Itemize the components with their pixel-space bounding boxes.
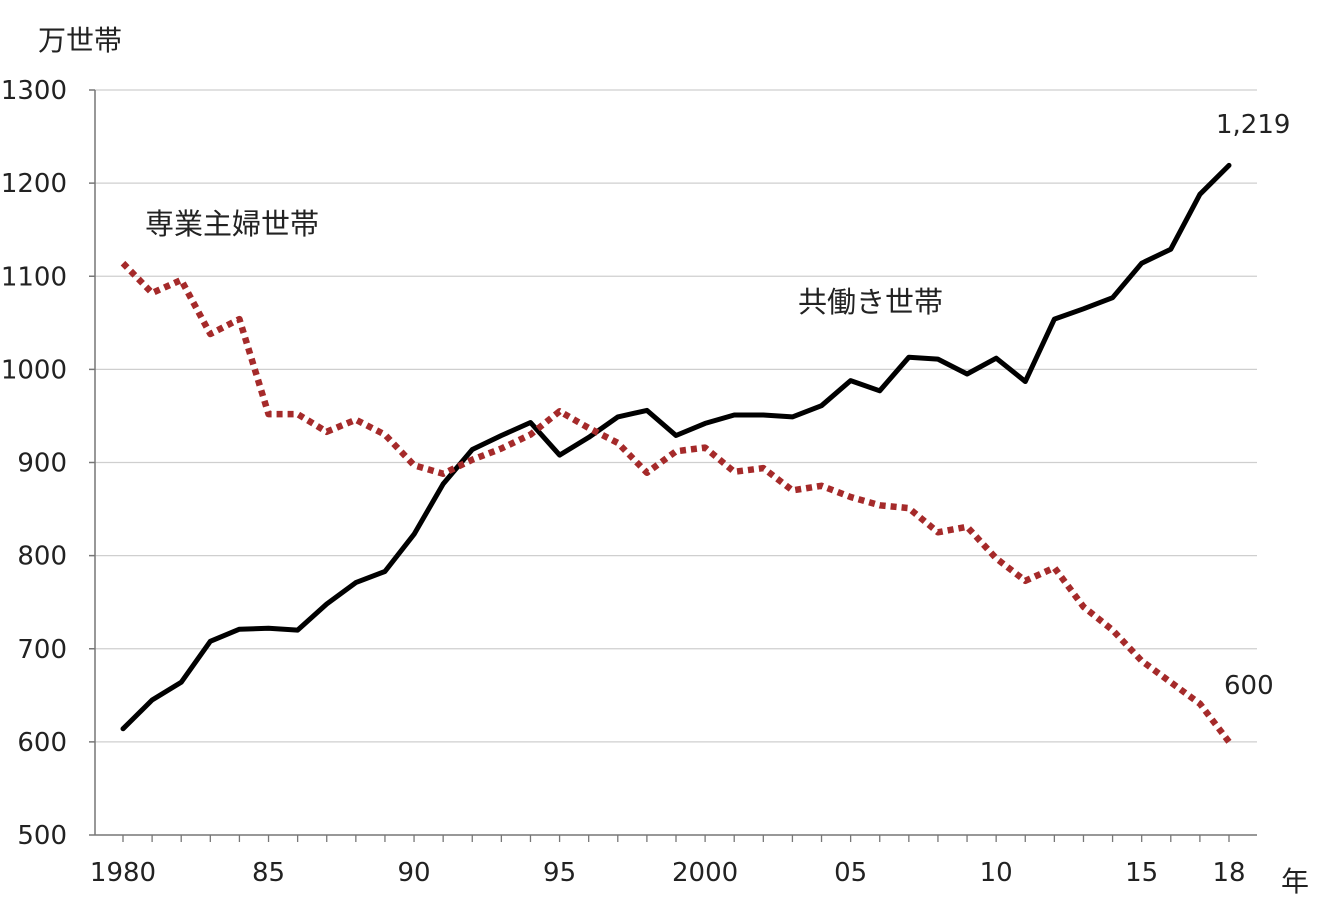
y-tick-label: 500 [17,821,67,851]
x-tick-label: 95 [543,858,576,888]
x-tick-label: 18 [1212,858,1245,888]
end-label-dual-income: 1,219 [1216,110,1290,140]
axes [89,89,1257,842]
y-tick-label: 700 [17,635,67,665]
grid-lines [95,89,1257,743]
y-tick-label: 1000 [1,355,67,385]
y-tick-label: 900 [17,449,67,479]
series-line-dual-income [120,162,1232,732]
series-label-dual-income: 共働き世帯 [798,285,943,319]
x-tick-label: 10 [980,858,1013,888]
x-tick-labels: 1980 85 90 95 2000 05 10 15 18 [90,858,1246,888]
x-tick-label: 1980 [90,858,156,888]
x-tick-label: 2000 [672,858,738,888]
y-tick-label: 600 [17,728,67,758]
y-tick-label: 1200 [1,169,67,199]
y-axis-unit: 万世帯 [38,24,122,57]
x-axis-unit: 年 [1281,865,1309,898]
end-label-housewife: 600 [1224,671,1274,701]
y-tick-label: 1100 [1,262,67,292]
y-tick-label: 1300 [1,76,67,106]
x-tick-label: 05 [834,858,867,888]
x-tick-label: 85 [252,858,285,888]
y-tick-labels: 500 600 700 800 900 1000 1100 1200 1300 [1,76,67,851]
series-lines [120,162,1232,744]
series-label-housewife: 専業主婦世帯 [145,207,319,241]
series-line-housewife [120,260,1232,744]
x-tick-label: 15 [1125,858,1158,888]
x-tick-label: 90 [398,858,431,888]
y-tick-label: 800 [17,542,67,572]
